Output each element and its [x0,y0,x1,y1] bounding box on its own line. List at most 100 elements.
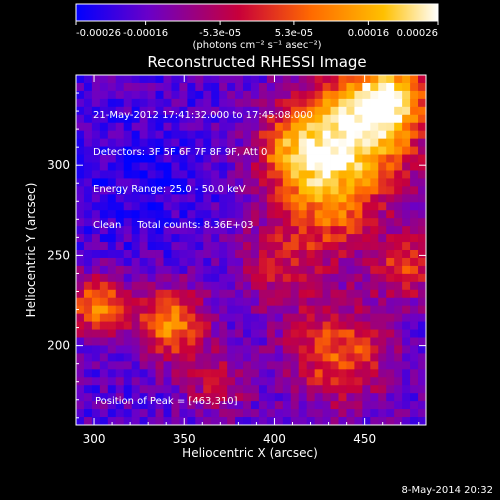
heatmap-cell [394,234,403,243]
heatmap-cell [290,361,300,370]
heatmap-cell [418,210,426,219]
heatmap-cell [76,361,85,370]
heatmap-cell [266,146,276,155]
heatmap-cell [139,226,148,235]
heatmap-cell [330,138,339,147]
heatmap-cell [99,154,109,163]
heatmap-cell [354,146,363,155]
heatmap-cell [195,210,204,219]
heatmap-cell [386,98,395,108]
heatmap-cell [123,154,133,163]
heatmap-cell [322,361,331,370]
heatmap-cell [306,226,316,235]
heatmap-cell [123,218,133,227]
heatmap-cell [227,337,236,346]
heatmap-cell [99,75,109,84]
heatmap-cell [155,409,164,418]
heatmap-cell [338,178,347,187]
heatmap-cell [147,250,156,259]
heatmap-cell [187,289,196,299]
heatmap-cell [131,353,141,362]
heatmap-cell [266,385,276,394]
heatmap-cell [314,313,323,322]
heatmap-cell [203,178,212,187]
heatmap-cell [243,130,252,140]
heatmap-cell [147,393,156,402]
heatmap-cell [274,202,284,211]
heatmap-cell [219,146,228,155]
heatmap-cell [187,75,196,84]
heatmap-cell [171,345,180,354]
heatmap-cell [394,409,403,418]
heatmap-cell [163,289,172,299]
heatmap-cell [410,257,419,267]
heatmap-cell [266,313,276,322]
heatmap-cell [171,122,180,132]
heatmap-cell [123,186,133,195]
heatmap-cell [219,218,228,227]
heatmap-cell [306,361,316,370]
heatmap-cell [298,409,308,418]
heatmap-cell [394,265,403,275]
heatmap-cell [147,186,156,195]
heatmap-cell [99,202,109,211]
heatmap-cell [107,417,117,425]
heatmap-cell [115,250,125,259]
heatmap-cell [243,369,252,378]
heatmap-cell [266,194,276,203]
heatmap-cell [243,75,252,84]
heatmap-cell [251,305,260,315]
heatmap-cell [290,162,300,171]
heatmap-cell [394,289,403,299]
heatmap-cell [338,170,347,179]
heatmap-cell [402,242,411,251]
heatmap-cell [306,377,316,386]
heatmap-cell [258,289,268,299]
heatmap-cell [115,257,125,267]
heatmap-cell [139,202,148,211]
heatmap-image [76,75,426,425]
heatmap-cell [219,321,228,330]
heatmap-cell [410,393,419,402]
heatmap-cell [346,226,355,235]
heatmap-cell [179,75,188,84]
heatmap-cell [187,345,196,354]
heatmap-cell [227,329,236,338]
heatmap-cell [394,257,403,267]
heatmap-cell [171,75,180,84]
heatmap-cell [298,337,308,346]
heatmap-cell [410,186,419,195]
heatmap-cell [147,162,156,171]
heatmap-cell [187,297,196,307]
heatmap-cell [139,82,148,92]
observation-info: 21-May-2012 17:41:32.000 to 17:45:08.000… [93,86,313,245]
heatmap-cell [91,289,101,299]
heatmap-cell [123,329,133,338]
heatmap-cell [251,321,260,330]
heatmap-cell [386,194,395,203]
heatmap-cell [187,170,196,179]
heatmap-cell [258,106,268,116]
heatmap-cell [235,377,244,386]
heatmap-cell [115,178,125,187]
heatmap-cell [394,202,403,211]
heatmap-cell [76,250,85,259]
heatmap-cell [306,98,316,108]
heatmap-cell [227,313,236,322]
heatmap-cell [163,345,172,354]
heatmap-cell [370,297,379,307]
heatmap-cell [394,226,403,235]
heatmap-cell [322,305,331,315]
heatmap-cell [123,297,133,307]
heatmap-cell [179,122,188,132]
heatmap-cell [298,186,308,195]
heatmap-cell [290,321,300,330]
heatmap-cell [235,106,244,116]
heatmap-cell [274,122,284,132]
heatmap-cell [235,361,244,370]
heatmap-cell [378,90,387,100]
heatmap-cell [314,337,323,346]
heatmap-cell [251,369,260,378]
heatmap-cell [155,257,164,267]
heatmap-cell [314,321,323,330]
